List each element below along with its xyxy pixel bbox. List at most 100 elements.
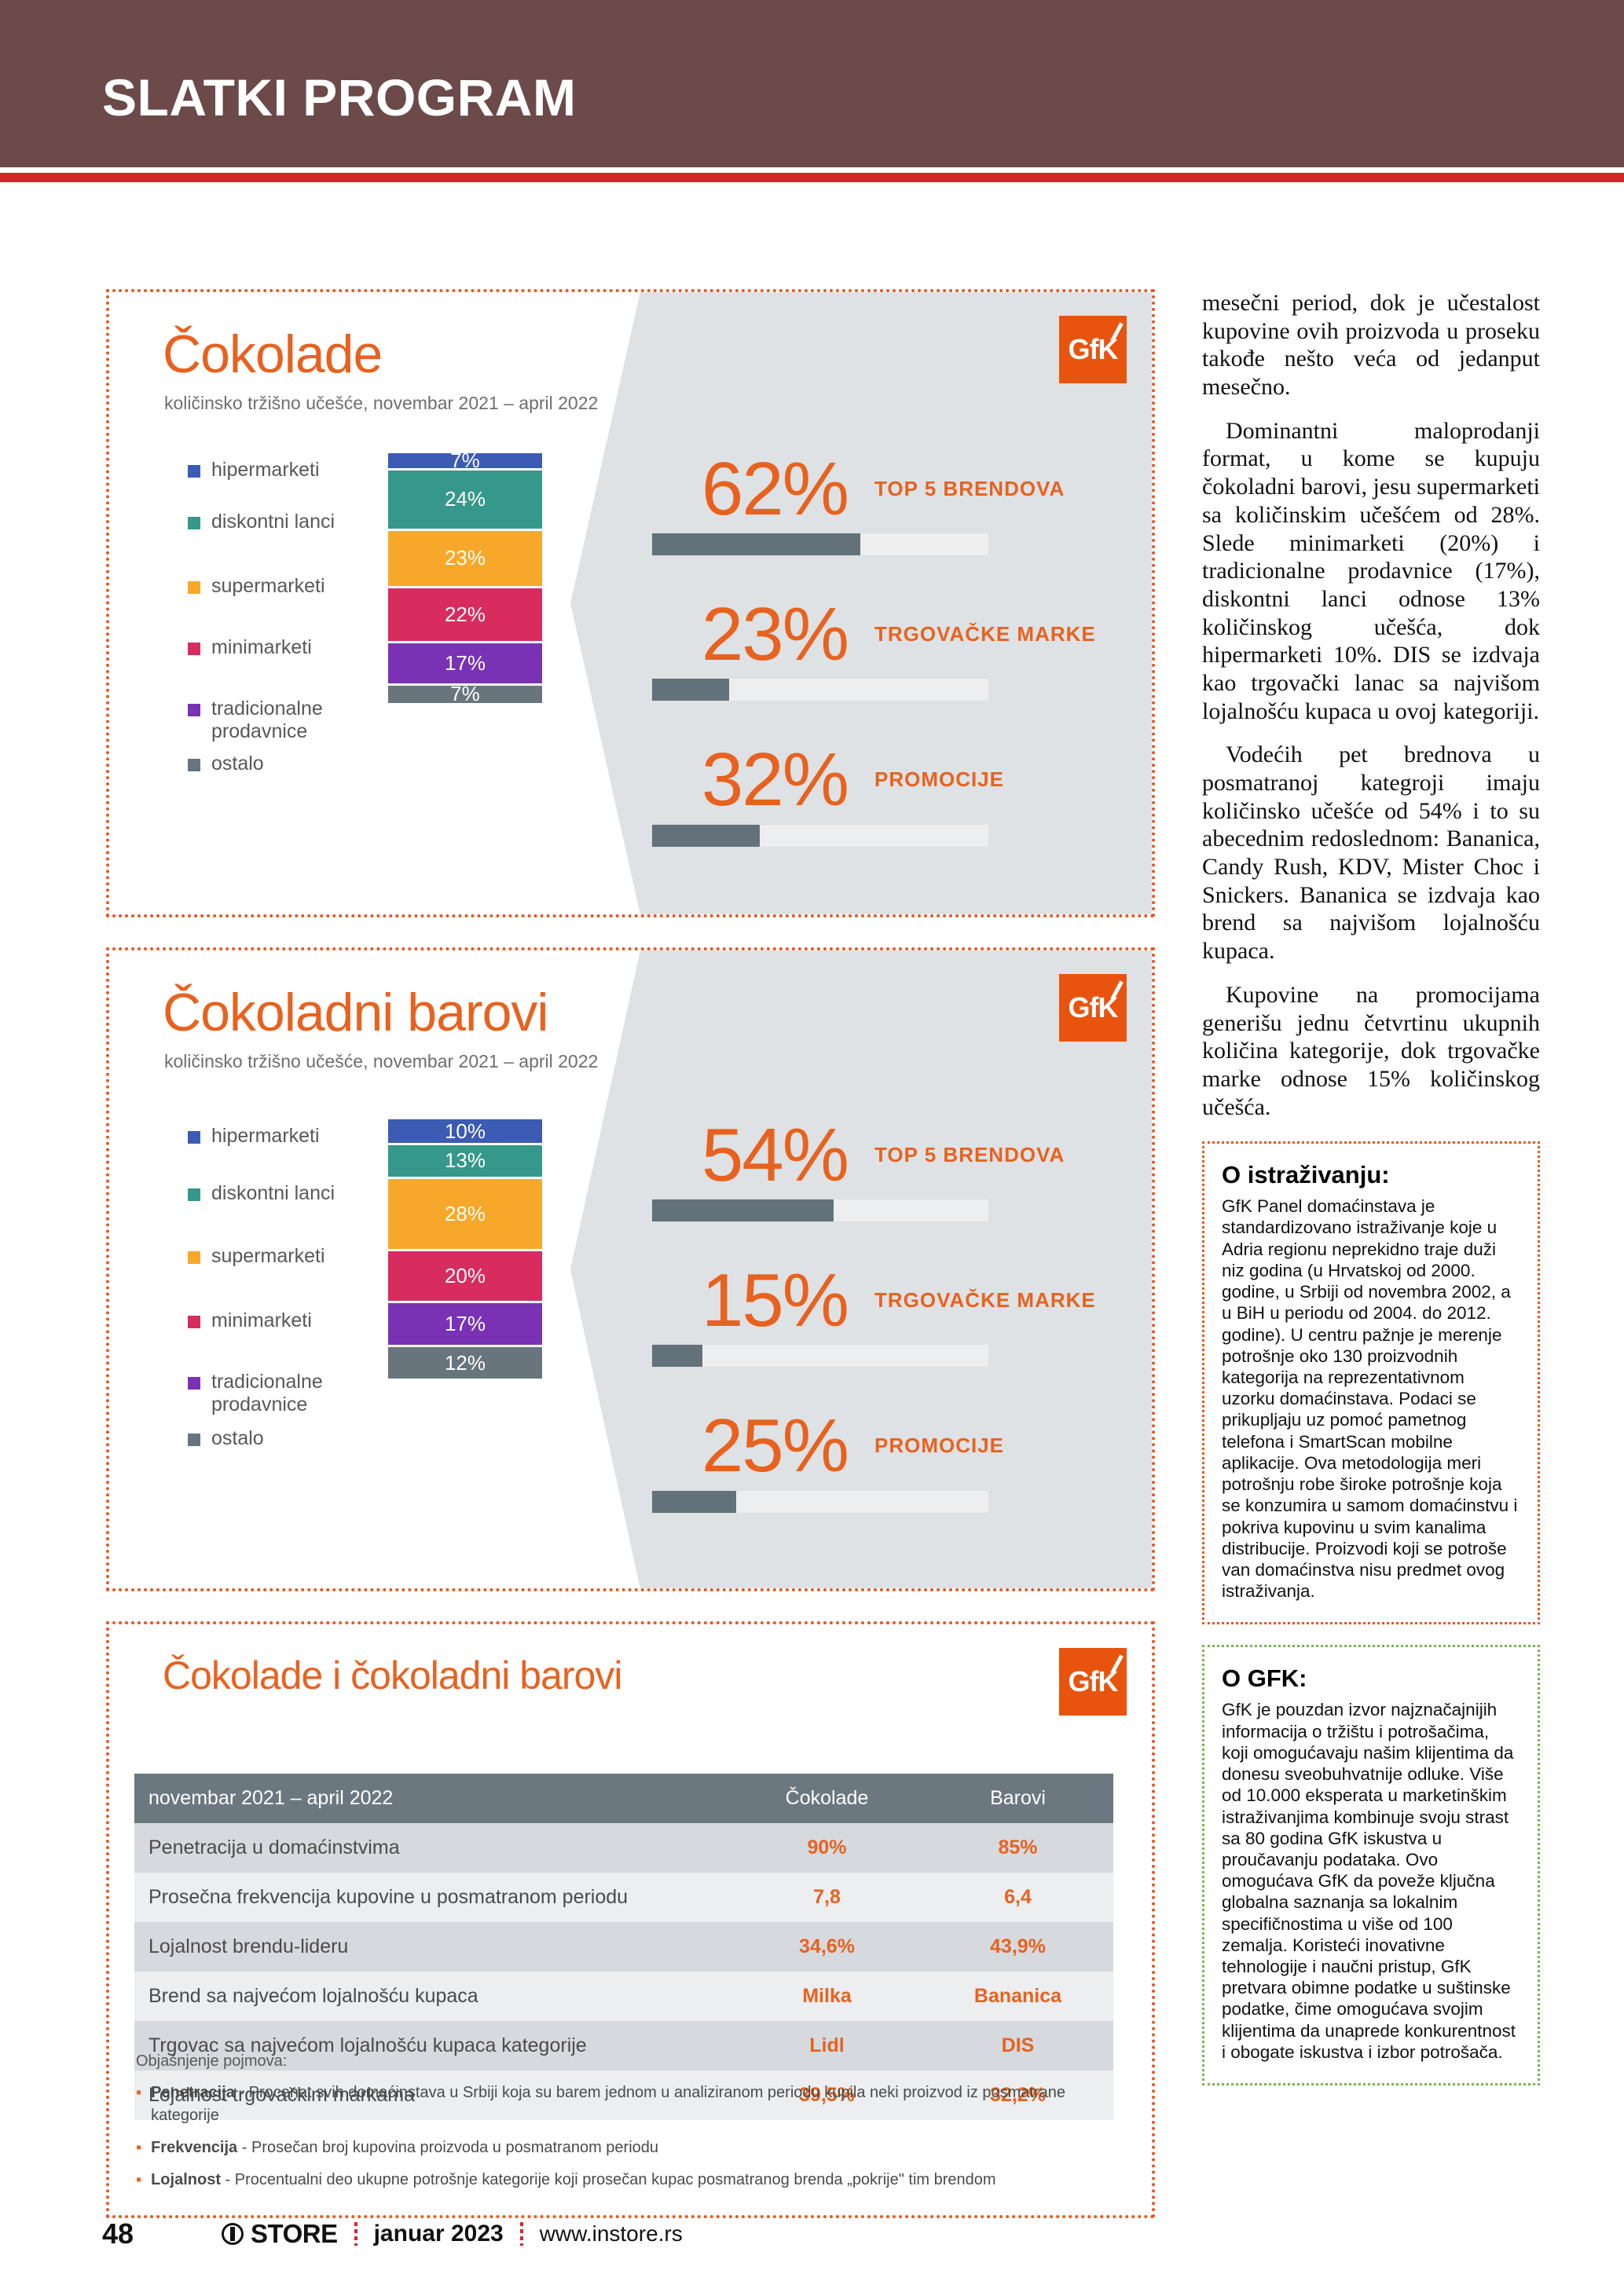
research-info-box: O istraživanju: GfK Panel domaćinstava j… bbox=[1202, 1141, 1540, 1625]
legend-label: supermarketi bbox=[211, 1245, 325, 1267]
kpi-progress-fill bbox=[652, 679, 730, 701]
table-cell-barovi: 6,4 bbox=[922, 1873, 1113, 1922]
notes-title: Objašnjenje pojmova: bbox=[136, 2052, 288, 2070]
glossary-notes: Objašnjenje pojmova: ▪ Penetracija - Pro… bbox=[136, 2052, 1102, 2201]
footer-issue: januar 2023 bbox=[373, 2221, 504, 2247]
kpi-progress-track bbox=[651, 1344, 989, 1368]
legend-label: diskontni lanci bbox=[211, 1182, 335, 1204]
legend-label: tradicionalne prodavnice bbox=[211, 1371, 323, 1415]
note-term: Penetracija bbox=[151, 2084, 235, 2101]
note-item: ▪ Lojalnost - Procentualni deo ukupne po… bbox=[136, 2169, 1102, 2192]
bar-segment: 10% bbox=[388, 1119, 542, 1145]
legend-item: minimarketi bbox=[188, 1309, 353, 1371]
legend-swatch-icon bbox=[188, 704, 200, 716]
kpi-value: 54% bbox=[701, 1113, 849, 1197]
gfk-logo-icon: GfK bbox=[1059, 974, 1127, 1042]
kpi-progress-track bbox=[651, 1489, 989, 1514]
legend-swatch-icon bbox=[188, 465, 200, 478]
article-column: mesečni period, dok je učestalost kupovi… bbox=[1202, 289, 1540, 2086]
footer-divider bbox=[519, 2222, 523, 2246]
legend-swatch-icon bbox=[188, 1131, 200, 1144]
research-box-heading: O istraživanju: bbox=[1222, 1161, 1390, 1189]
table-header-cell: Barovi bbox=[922, 1774, 1113, 1823]
table-cell-cokolade: 34,6% bbox=[731, 1922, 922, 1972]
legend-label: minimarketi bbox=[211, 636, 312, 658]
gfk-info-box: O GFK: GfK je pouzdan izvor najznačajnij… bbox=[1202, 1645, 1540, 2086]
table-cell-label: Trgovac sa najvećom lojalnošću kupaca ka… bbox=[134, 2021, 731, 2071]
gfk-logo-icon: GfK bbox=[1059, 316, 1127, 383]
table-cell-cokolade: 39,5% bbox=[731, 2071, 922, 2120]
note-item: ▪ Penetracija - Procenat svih domaćinsta… bbox=[136, 2082, 1102, 2127]
kpi-label: TRGOVAČKE MARKE bbox=[874, 621, 1096, 646]
kpi-value: 23% bbox=[701, 592, 849, 677]
legend-swatch-icon bbox=[188, 517, 200, 529]
bar-segment: 17% bbox=[388, 1303, 542, 1348]
legend-item: supermarketi bbox=[188, 1245, 353, 1309]
kpi-label: PROMOCIJE bbox=[874, 767, 1005, 792]
comparison-table: novembar 2021 – april 2022 Čokolade Baro… bbox=[134, 1774, 1116, 2120]
kpi-label: TOP 5 BRENDOVA bbox=[874, 1142, 1065, 1166]
bar-segment: 28% bbox=[388, 1178, 542, 1252]
kpi-progress-track bbox=[651, 823, 989, 848]
infographic-card-cokoladni-barovi: Čokoladni barovi količinsko tržišno učeš… bbox=[106, 947, 1155, 1591]
kpi-progress-fill bbox=[652, 1345, 703, 1368]
legend-item: diskontni lanci bbox=[188, 511, 353, 575]
table-cell-barovi: DIS bbox=[922, 2021, 1113, 2071]
legend-swatch-icon bbox=[188, 759, 200, 771]
legend-label: ostalo bbox=[211, 1427, 264, 1449]
infographic-card-table: Čokolade i čokoladni barovi GfK novembar… bbox=[106, 1621, 1155, 2218]
table-cell-cokolade: 90% bbox=[731, 1823, 922, 1873]
card-subtitle: količinsko tržišno učešće, novembar 2021… bbox=[164, 1051, 599, 1071]
instore-mark-icon bbox=[222, 2223, 244, 2245]
page-footer: 48 STORE januar 2023 www.instore.rs bbox=[0, 2213, 1624, 2260]
kpi-progress-fill bbox=[652, 824, 760, 847]
page-number: 48 bbox=[102, 2217, 134, 2250]
table-cell-label: Brend sa najvećom lojalnošću kupaca bbox=[134, 1972, 731, 2021]
legend-swatch-icon bbox=[188, 643, 200, 655]
bar-segment: 12% bbox=[388, 1347, 542, 1379]
table-header-cell: Čokolade bbox=[731, 1774, 922, 1823]
stacked-bar: 10% 13% 28% 20% 17% 12% bbox=[388, 1119, 542, 1379]
kpi-label: TRGOVAČKE MARKE bbox=[874, 1287, 1096, 1312]
kpi: 15% TRGOVAČKE MARKE bbox=[651, 1263, 1096, 1368]
table-cell-barovi: 43,9% bbox=[922, 1922, 1113, 1972]
table-cell-cokolade: Lidl bbox=[731, 2021, 922, 2071]
legend-swatch-icon bbox=[188, 581, 200, 594]
footer-divider bbox=[354, 2222, 357, 2246]
header-rule-red bbox=[0, 173, 1624, 182]
bullet-icon: ▪ bbox=[136, 2084, 142, 2101]
table-cell-barovi: Bananica bbox=[922, 1972, 1113, 2021]
legend-swatch-icon bbox=[188, 1434, 200, 1446]
bullet-icon: ▪ bbox=[136, 2171, 142, 2188]
article-paragraph: Vodećih pet brednova u posmatranoj kateg… bbox=[1202, 742, 1540, 965]
card-subtitle: količinsko tržišno učešće, novembar 2021… bbox=[164, 393, 599, 413]
kpi-value: 32% bbox=[701, 738, 849, 822]
kpi-value: 62% bbox=[701, 447, 849, 531]
table-cell-label: Lojalnost brendu-lideru bbox=[134, 1922, 731, 1972]
legend-item: ostalo bbox=[188, 753, 353, 775]
note-term: Lojalnost bbox=[151, 2171, 221, 2188]
gfk-logo-icon: GfK bbox=[1059, 1648, 1127, 1716]
table-row: Penetracija u domaćinstvima 90% 85% bbox=[134, 1823, 1116, 1873]
legend-label: diskontni lanci bbox=[211, 511, 335, 533]
kpi: 62% TOP 5 BRENDOVA bbox=[651, 447, 1096, 557]
kpi-value: 25% bbox=[701, 1404, 849, 1489]
card-title: Čokolade i čokoladni barovi bbox=[163, 1653, 622, 1697]
bar-segment: 7% bbox=[388, 449, 542, 472]
note-text: - Prosečan broj kupovina proizvoda u pos… bbox=[237, 2139, 659, 2156]
bar-segment: 17% bbox=[388, 643, 542, 686]
footer-brand: STORE januar 2023 www.instore.rs bbox=[222, 2219, 683, 2249]
infographics-column: Čokolade količinsko tržišno učešće, nove… bbox=[106, 289, 1155, 2218]
note-text: - Procentualni deo ukupne potrošnje kate… bbox=[220, 2171, 996, 2188]
kpi-group: 54% TOP 5 BRENDOVA 15% TRGOVAČKE MARKE bbox=[651, 1113, 1096, 1514]
table-cell-cokolade: 7,8 bbox=[731, 1873, 922, 1922]
table-row: Lojalnost trgovačkim markama 39,5% 32,2% bbox=[134, 2071, 1116, 2120]
footer-url[interactable]: www.instore.rs bbox=[539, 2221, 683, 2246]
legend-label: tradicionalne prodavnice bbox=[211, 698, 323, 742]
legend-item: hipermarketi bbox=[188, 1125, 353, 1182]
table-cell-barovi: 85% bbox=[922, 1823, 1113, 1873]
page-header: SLATKI PROGRAM bbox=[0, 0, 1624, 167]
legend-swatch-icon bbox=[188, 1188, 200, 1201]
kpi-group: 62% TOP 5 BRENDOVA 23% TRGOVAČKE MARKE bbox=[651, 447, 1096, 848]
card-title: Čokolade bbox=[163, 324, 383, 384]
